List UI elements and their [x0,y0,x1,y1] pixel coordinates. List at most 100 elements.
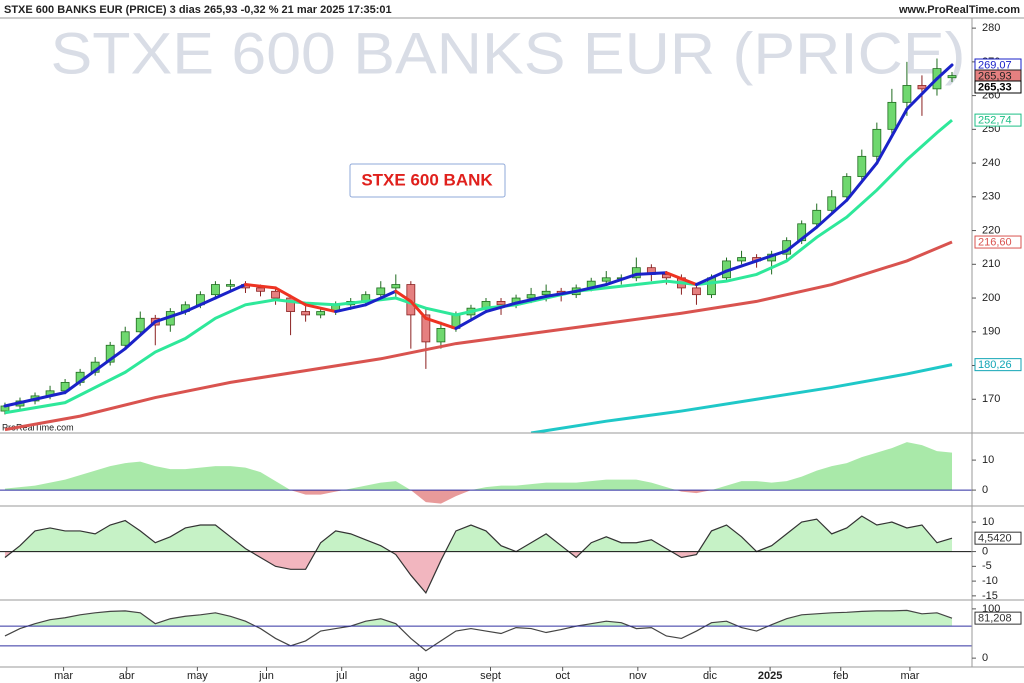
ma-segment [574,283,608,293]
value-label-box [974,358,1022,372]
ma-segment [725,259,759,273]
x-tick-label: may [187,670,208,682]
credit: ProRealTime.com [2,422,74,432]
line-fill [4,516,953,593]
line [4,515,953,595]
value-label: 180,26 [978,359,1012,371]
ma-segment [153,310,187,324]
area [4,442,953,504]
ma-segment [183,296,217,314]
x-tick-label: feb [833,670,848,682]
candle-body [376,287,386,296]
y-tick-label: 10 [982,516,994,528]
header-title: STXE 600 BANKS EUR (PRICE) 3 dias 265,93… [4,4,392,16]
y-tick-label: 0 [982,545,988,557]
candle-body [887,101,897,130]
value-label: 252,74 [978,115,1012,127]
value-label-box [974,80,1022,94]
value-label: 216,60 [978,236,1012,248]
x-tick-label: mar [900,670,919,682]
candle-body [526,294,536,299]
ma-segment [634,271,668,276]
x-tick-label: sept [480,670,501,682]
candle-body [917,85,927,90]
candle-body [842,176,852,198]
value-label: 269,07 [978,59,1012,71]
y-tick-label: 240 [982,157,1000,169]
candle-body [872,128,882,157]
candle-body [211,284,220,296]
ma-segment [334,303,368,314]
ma-segment [274,286,308,307]
candle-body [947,75,957,79]
annotation-box [349,163,506,198]
ma-segment [544,289,578,298]
candle-body [120,331,130,346]
ma-segment [484,301,518,314]
candle-body [436,328,446,343]
candle-body [226,284,235,287]
ma-line [4,240,953,432]
ma-segment [424,316,458,330]
y-tick-label: 230 [982,191,1000,203]
candle-body [601,277,611,282]
ma-segment [364,289,398,307]
ma-segment [243,283,278,290]
y-tick-label: -15 [982,590,998,602]
ma-segment [63,347,127,395]
x-tick-label: nov [629,670,647,682]
annotation: STXE 600 BANK [361,170,493,189]
ma-segment [213,283,247,300]
ma-line [530,363,953,433]
candle-body [661,274,671,279]
x-tick-label: abr [119,670,135,682]
ma-segment [845,161,879,202]
y-tick-label: 220 [982,224,1000,236]
ma-segment [409,299,428,320]
candle-body [316,311,326,316]
value-label: 4,5420 [978,533,1012,545]
ma-segment [875,107,909,165]
panel-plot [0,58,957,433]
axis-labels: mar abr may jun jul ago sept oct nov dic 2025 feb ma… [54,22,1022,682]
candle-body [105,344,115,363]
y-tick-label: 170 [982,393,1000,405]
x-tick-label: mar [54,670,73,682]
candle-body [256,287,265,292]
candle-body [857,155,867,177]
value-label-box [974,611,1022,625]
site-label: www.ProRealTime.com [898,4,1020,16]
value-label-box [974,113,1022,127]
y-tick-label: -5 [982,560,992,572]
candle-body [301,311,311,316]
y-tick-label: 200 [982,292,1000,304]
x-tick-label: oct [555,670,570,682]
panel-plot [0,515,972,595]
panel-plot [0,442,972,504]
ma-line [4,118,953,415]
y-tick-label: 210 [982,258,1000,270]
candle-body [902,85,912,103]
ma-segment [755,249,789,263]
candle-body [737,257,746,262]
candle-body [271,290,280,299]
ma-segment [123,320,157,351]
y-tick-label: -10 [982,575,998,587]
value-label: 81,208 [978,613,1012,625]
candle-body [692,287,701,296]
candle-body [135,317,145,333]
ma-segment [454,310,488,330]
ma-segment [664,271,698,287]
ma-segment [815,198,849,229]
candle-body [812,209,822,225]
value-label-box [974,235,1022,249]
x-tick-label: dic [703,670,718,682]
panel-plot [0,609,972,652]
plots [0,58,1024,668]
y-tick-label: 0 [982,652,988,664]
ma-segment [3,391,67,408]
value-label: 265,33 [978,81,1012,93]
